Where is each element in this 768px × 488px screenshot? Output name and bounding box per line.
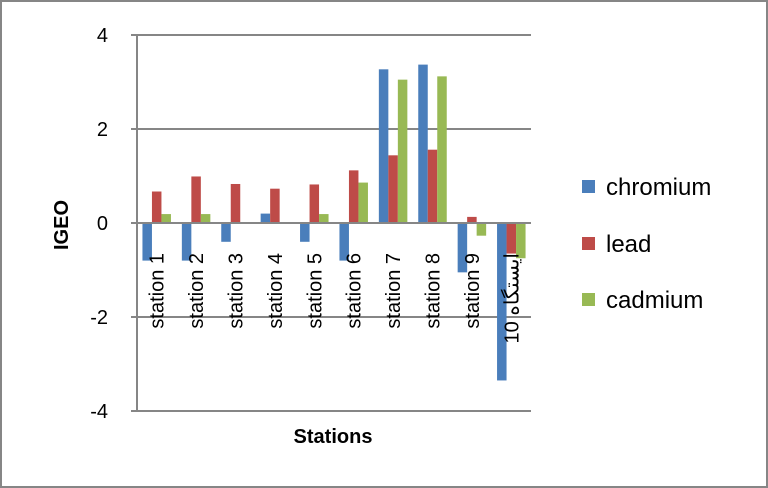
gridlines — [137, 34, 531, 412]
y-axis-title: IGEO — [51, 200, 73, 250]
bar-lead — [270, 188, 280, 223]
legend-swatch — [582, 237, 595, 250]
x-category-label: ایستگاه 10 — [500, 253, 523, 343]
bar-lead — [348, 170, 359, 223]
axes — [131, 34, 531, 412]
legend-swatch — [582, 293, 595, 306]
y-tick-label: 4 — [97, 25, 108, 47]
bar-lead — [230, 183, 241, 223]
x-category-label: station 4 — [265, 253, 287, 329]
x-category-label: station 9 — [462, 253, 484, 329]
bars — [142, 64, 526, 381]
bar-cadmium — [358, 182, 368, 223]
x-category-label: station 8 — [423, 253, 445, 329]
bar-lead — [151, 191, 162, 223]
bar-lead — [427, 149, 438, 223]
bar-lead — [506, 223, 517, 254]
bar-cadmium — [516, 223, 526, 259]
x-category-label: station 1 — [147, 253, 169, 329]
bar-cadmium — [319, 214, 329, 223]
x-category-label: station 2 — [186, 253, 208, 329]
legend-label: chromium — [606, 174, 711, 201]
legend: chromium lead cadmium — [582, 174, 711, 314]
bar-lead — [309, 184, 320, 223]
bar-chromium — [142, 223, 152, 261]
category-labels: station 1 station 2 station 3 station 4 stat… — [147, 253, 524, 343]
y-tick-label: 0 — [97, 213, 108, 235]
bar-chromium — [457, 223, 468, 273]
x-category-label: station 6 — [344, 253, 366, 329]
y-tick-label: -4 — [90, 401, 108, 423]
bar-chromium — [260, 213, 271, 223]
bar-chromium — [497, 223, 507, 381]
bar-chromium — [300, 223, 310, 242]
bar-lead — [191, 176, 201, 223]
bar-cadmium — [200, 214, 211, 223]
bar-cadmium — [437, 76, 447, 223]
y-tick-label: 2 — [97, 119, 108, 141]
legend-label: lead — [606, 231, 651, 258]
x-category-label: station 5 — [304, 253, 326, 329]
legend-swatch — [582, 180, 595, 193]
bar-cadmium — [476, 223, 487, 236]
x-category-label: station 3 — [226, 253, 248, 329]
bar-cadmium — [161, 214, 171, 223]
x-category-label: station 7 — [383, 253, 405, 329]
y-tick-labels: 4 2 0 -2 -4 — [90, 25, 108, 423]
bar-lead — [388, 155, 398, 223]
x-axis-title: Stations — [294, 426, 373, 448]
bar-chromium — [418, 64, 428, 223]
bar-cadmium — [397, 79, 408, 224]
y-tick-label: -2 — [90, 307, 108, 329]
bar-lead — [467, 216, 477, 223]
bar-chromium — [378, 69, 389, 223]
bar-chromium — [221, 223, 231, 242]
bar-chromium — [339, 223, 349, 261]
bar-chromium — [181, 223, 192, 261]
legend-label: cadmium — [606, 287, 703, 314]
